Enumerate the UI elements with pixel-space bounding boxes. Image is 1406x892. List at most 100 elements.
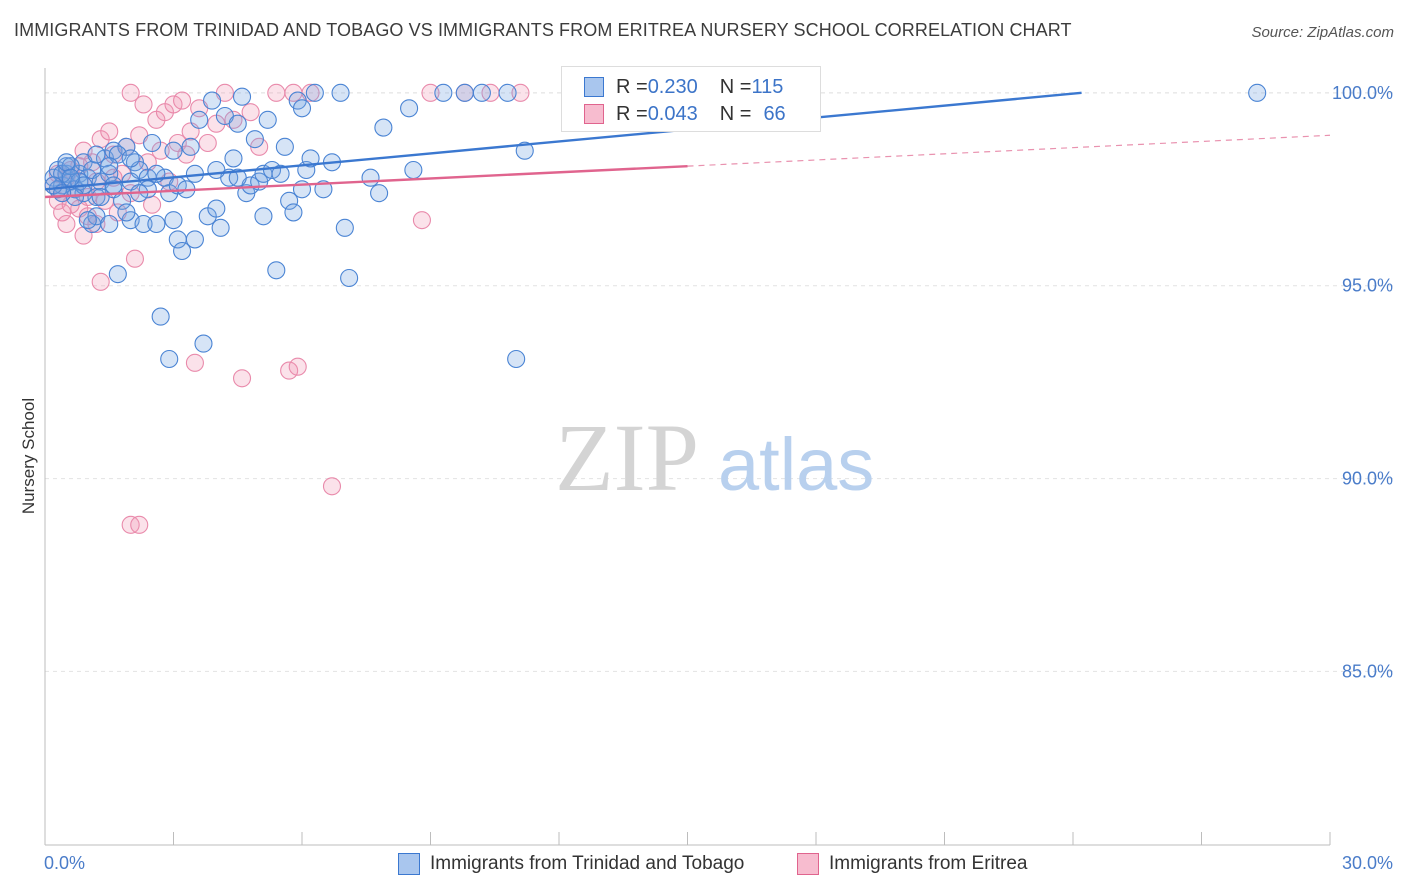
- n-value: 66: [763, 102, 786, 125]
- blue-point: [254, 207, 273, 226]
- pink-point: [134, 95, 153, 114]
- blue-point: [207, 160, 226, 180]
- watermark: ZIP atlas: [555, 404, 874, 511]
- pink-point: [198, 133, 217, 153]
- pink-point: [173, 91, 192, 110]
- y-tick-label: 90.0%: [1342, 469, 1393, 489]
- pink-point: [130, 515, 149, 534]
- n-value: 115: [751, 75, 784, 98]
- blue-point: [232, 87, 252, 106]
- r-value: 0.230: [647, 75, 698, 98]
- blue-point: [104, 176, 123, 195]
- blue-point: [207, 199, 226, 218]
- blue-point: [91, 187, 110, 207]
- r-label: R =: [616, 102, 648, 125]
- blue-point: [374, 118, 393, 137]
- blue-point: [472, 83, 491, 102]
- blue-point: [361, 168, 380, 187]
- blue-point: [61, 168, 80, 187]
- chart-title: IMMIGRANTS FROM TRINIDAD AND TOBAGO VS I…: [14, 20, 1072, 40]
- blue-point: [301, 149, 320, 168]
- blue-point: [507, 349, 526, 369]
- blue-point: [100, 214, 119, 234]
- pink-point: [185, 353, 204, 372]
- pink-point: [288, 357, 307, 376]
- blue-point: [224, 149, 243, 168]
- blue-point: [121, 149, 140, 168]
- y-tick-label: 100.0%: [1332, 83, 1393, 103]
- blue-point: [78, 211, 97, 230]
- n-label: N =: [719, 102, 752, 125]
- axes: [44, 68, 1331, 846]
- blue-point: [211, 218, 230, 237]
- blue-point: [160, 349, 179, 369]
- stats-row-pink: R = 0.043 N = 66: [584, 102, 786, 126]
- y-tick-label: 85.0%: [1342, 661, 1393, 681]
- pink-point: [267, 83, 286, 102]
- blue-point: [515, 141, 534, 160]
- blue-point: [181, 137, 200, 156]
- pink-point: [412, 211, 431, 230]
- pink-point: [87, 214, 106, 234]
- blue-point: [57, 153, 76, 172]
- pink-point: [421, 83, 440, 102]
- trend-lines: [44, 91, 1331, 199]
- blue-point: [1248, 83, 1267, 102]
- watermark-atlas: atlas: [718, 423, 874, 506]
- blue-point: [267, 261, 286, 280]
- n-label: N =: [719, 75, 752, 98]
- blue-trend-line: [44, 91, 1082, 191]
- blue-point: [292, 99, 312, 118]
- blue-point: [284, 203, 303, 222]
- blue-point: [87, 145, 106, 164]
- pink-legend-label: Immigrants from Eritrea: [829, 853, 1028, 874]
- blue-point: [271, 164, 290, 183]
- pink-point: [91, 272, 110, 291]
- blue-point: [194, 334, 213, 353]
- blue-point: [305, 83, 324, 102]
- blue-point: [108, 265, 127, 284]
- blue-point: [400, 99, 419, 118]
- blue-point: [117, 203, 136, 222]
- blue-point: [228, 114, 247, 133]
- pink-legend-swatch: [797, 853, 819, 875]
- blue-point: [134, 214, 153, 234]
- pink-point: [164, 95, 183, 114]
- stats-row-blue: R = 0.230 N = 115: [584, 75, 783, 99]
- blue-point: [340, 268, 359, 288]
- blue-point: [370, 184, 389, 203]
- legend-item-pink: Immigrants from Eritrea: [797, 850, 1027, 878]
- blue-point: [190, 110, 209, 129]
- pink-trend-extension: [687, 134, 1331, 167]
- x-tick-label: 30.0%: [1342, 853, 1393, 873]
- x-tick-label: 0.0%: [44, 853, 85, 873]
- pink-point: [100, 122, 119, 141]
- r-value: 0.043: [647, 102, 698, 125]
- blue-point: [258, 110, 277, 129]
- source-label: Source: ZipAtlas.com: [1251, 24, 1394, 41]
- pink-point: [125, 249, 144, 268]
- y-axis-label: Nursery School: [19, 398, 38, 514]
- blue-point: [434, 83, 453, 102]
- blue-legend-swatch: [398, 853, 420, 875]
- blue-point: [245, 130, 264, 149]
- pink-point: [241, 103, 260, 122]
- blue-point: [185, 230, 204, 249]
- pink-point: [57, 214, 76, 234]
- blue-point: [151, 307, 170, 326]
- blue-point: [228, 168, 247, 187]
- y-tick-label: 95.0%: [1342, 276, 1393, 296]
- blue-legend-label: Immigrants from Trinidad and Tobago: [430, 853, 745, 874]
- pink-point: [511, 83, 530, 102]
- blue-point: [100, 157, 119, 176]
- blue-point: [498, 83, 517, 102]
- blue-point: [404, 160, 423, 180]
- pink-trend-line: [44, 164, 688, 199]
- blue-point: [203, 91, 222, 110]
- blue-swatch: [584, 77, 604, 97]
- pink-swatch: [584, 104, 604, 124]
- blue-point: [335, 218, 354, 237]
- tick-labels: 85.0% 90.0% 95.0% 100.0% 0.0% 30.0%: [44, 83, 1393, 873]
- blue-point: [280, 191, 299, 210]
